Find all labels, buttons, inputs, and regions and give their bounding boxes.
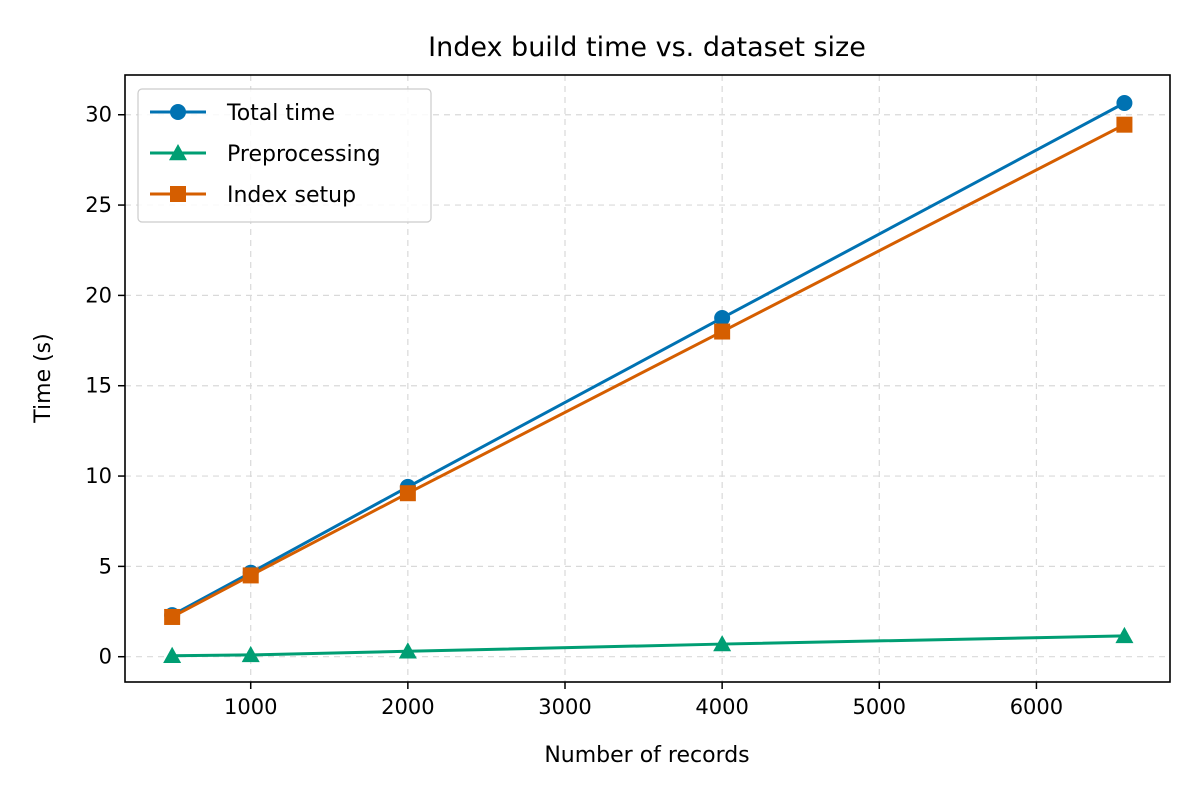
data-point-square [164,608,181,625]
data-point-square [714,323,731,340]
data-point-triangle [241,645,260,663]
legend-entry: Index setup [150,183,356,208]
y-tick-label: 20 [85,283,112,307]
y-tick-label: 30 [85,103,112,127]
legend-label: Preprocessing [227,142,381,167]
data-point-triangle [1115,626,1134,644]
x-tick-label: 3000 [538,695,591,719]
grid-layer [125,75,1170,682]
series-layer [163,95,1134,664]
data-point-circle [714,309,731,326]
legend-box [137,88,432,223]
series-preprocessing [163,626,1134,664]
legend-entry: Preprocessing [150,142,381,167]
legend-label: Total time [226,101,335,126]
y-tick-label: 0 [99,645,112,669]
ticks-layer: 1000 2000 3000 4000 5000 6000 0 5 10 15 20 25 30 [85,103,1063,719]
legend: Total time Preprocessing Index setup [137,88,432,223]
plot-frame [124,74,1171,683]
data-point-triangle [163,646,182,664]
legend-marker-square [170,186,186,202]
y-axis-label: Time (s) [31,333,56,423]
x-tick-label: 4000 [695,695,748,719]
legend-marker-circle [170,104,186,120]
x-tick-label: 5000 [853,695,906,719]
legend-marker-triangle [169,144,187,161]
x-axis-label: Number of records [544,743,749,768]
data-point-triangle [398,642,417,659]
series-index-setup [164,116,1133,625]
legend-entries: Total time Preprocessing Index setup [150,101,381,208]
data-point-triangle [713,635,732,652]
y-tick-label: 5 [99,554,112,578]
y-tick-label: 25 [85,193,112,217]
legend-label: Index setup [227,183,356,208]
data-point-square [399,485,416,502]
chart-title: Index build time vs. dataset size [428,32,866,63]
x-tick-label: 1000 [224,695,277,719]
y-tick-label: 10 [85,464,112,488]
x-tick-label: 2000 [381,695,434,719]
x-tick-label: 6000 [1010,695,1063,719]
legend-entry: Total time [150,101,335,126]
data-point-square [1116,116,1133,133]
series-line [172,634,1125,658]
data-point-square [242,567,259,584]
y-tick-label: 15 [85,374,112,398]
data-point-circle [1116,95,1133,112]
